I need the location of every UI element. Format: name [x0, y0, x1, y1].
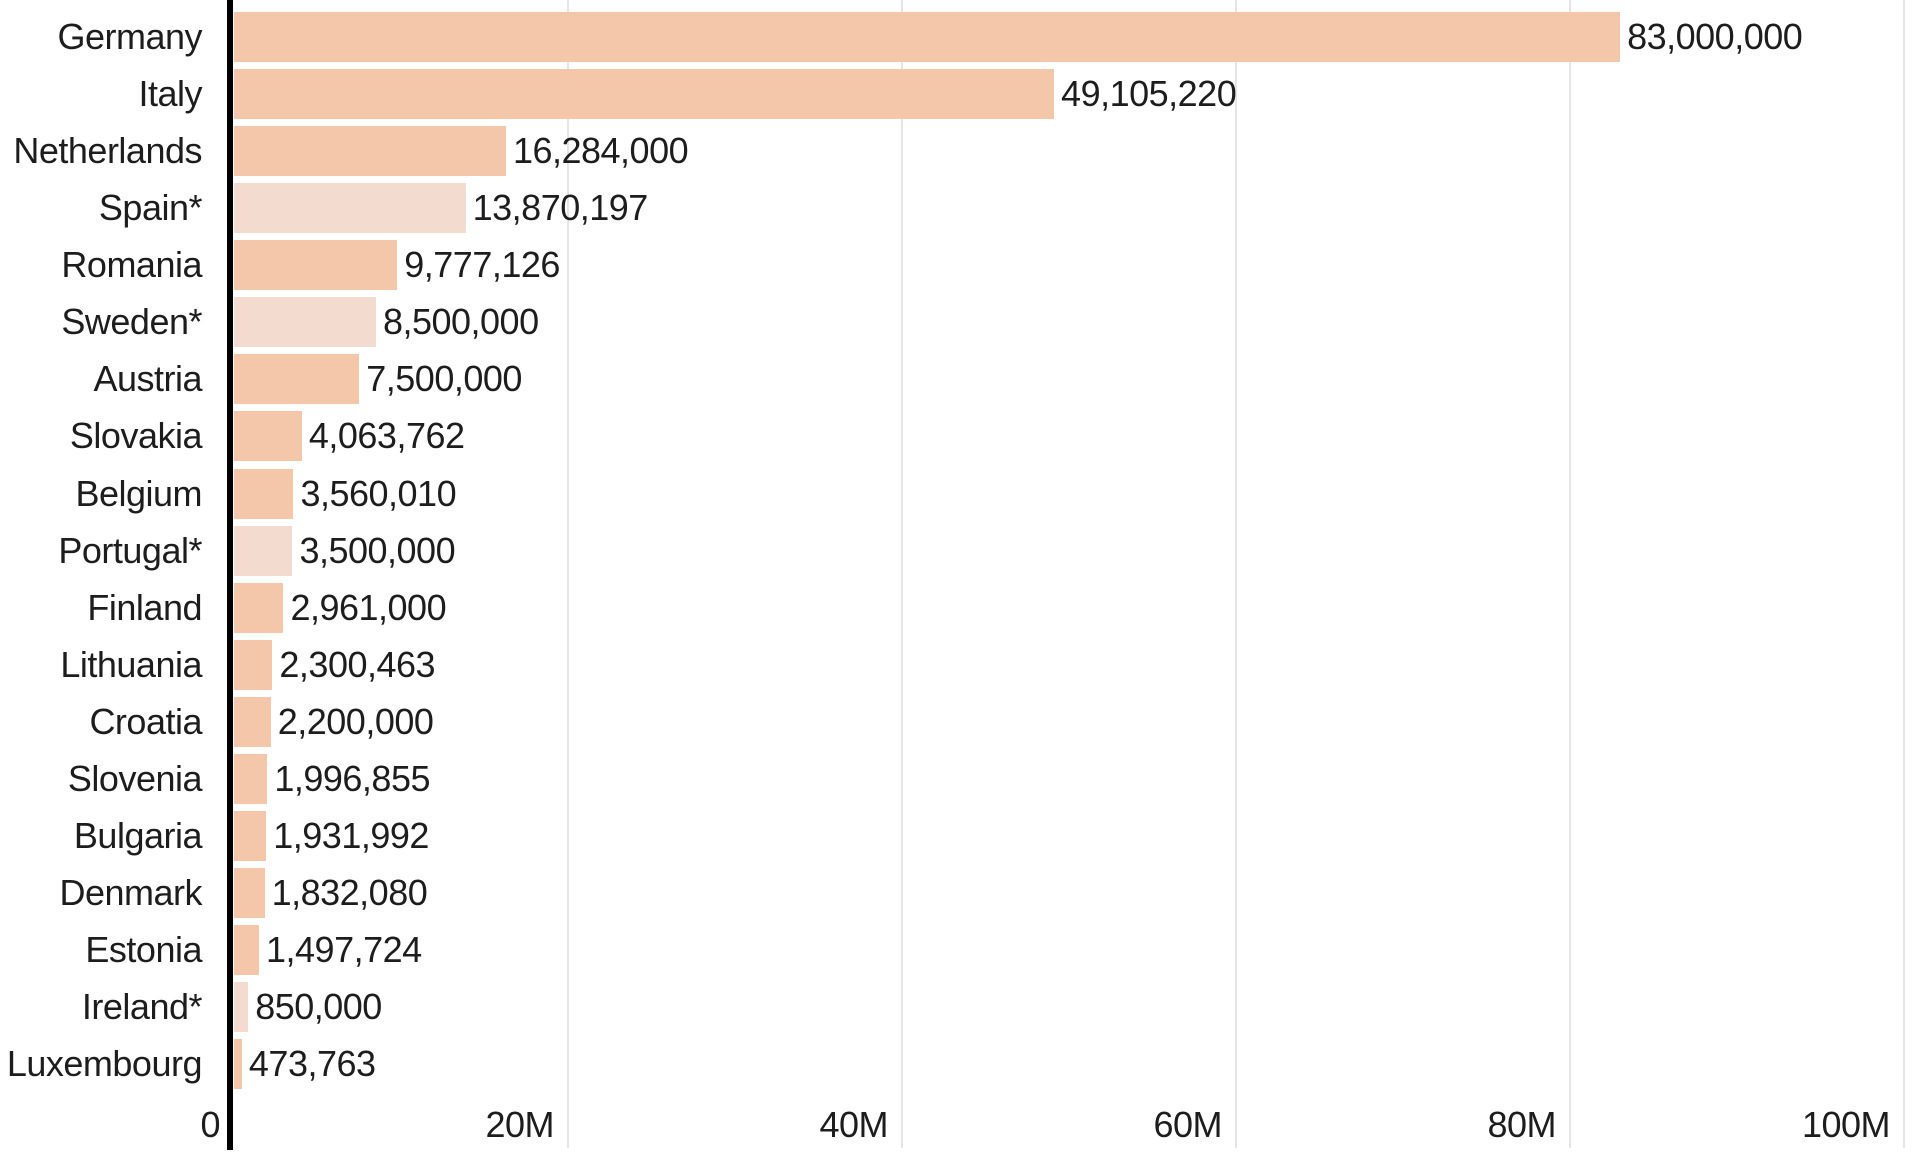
country-label: Portugal* — [58, 529, 202, 571]
value-label: 16,284,000 — [512, 130, 689, 172]
bar — [234, 696, 271, 747]
x-tick-label: 40M — [819, 1104, 888, 1145]
value-label: 2,200,000 — [277, 700, 434, 742]
bar — [234, 868, 265, 919]
value-label: 83,000,000 — [1627, 16, 1803, 57]
bar-row: Spain* 13,870,197 — [0, 183, 1920, 234]
bar-row: Lithuania 2,300,463 — [0, 639, 1920, 690]
gridline — [1569, 0, 1571, 1148]
bar — [234, 411, 302, 462]
value-label: 850,000 — [255, 986, 382, 1028]
gridline — [1903, 0, 1905, 1148]
value-label: 3,560,010 — [300, 472, 457, 514]
value-label: 7,500,000 — [366, 358, 522, 400]
country-label: Austria — [93, 358, 202, 400]
bar — [234, 126, 506, 177]
value-label: 49,105,220 — [1061, 73, 1237, 115]
bar — [234, 810, 267, 861]
bar-row: Germany 83,000,000 — [0, 12, 1920, 62]
bar — [234, 183, 466, 234]
country-label: Romania — [61, 244, 202, 286]
value-label: 3,500,000 — [299, 529, 456, 571]
value-label: 13,870,197 — [472, 187, 649, 229]
country-label: Netherlands — [13, 130, 202, 172]
bar-row: Sweden* 8,500,000 — [0, 297, 1920, 348]
country-label: Croatia — [89, 700, 202, 742]
bar-row: Netherlands 16,284,000 — [0, 126, 1920, 177]
country-label: Italy — [138, 73, 202, 115]
gridline — [901, 0, 903, 1148]
bar — [234, 468, 294, 519]
bar-row: Croatia 2,200,000 — [0, 696, 1920, 747]
bar-row: Slovakia 4,063,762 — [0, 411, 1920, 462]
bar — [234, 354, 360, 405]
bar — [234, 1039, 242, 1090]
bar — [234, 69, 1055, 120]
bar — [234, 297, 376, 348]
bar-row: Austria 7,500,000 — [0, 354, 1920, 405]
country-label: Belgium — [75, 472, 202, 514]
country-label: Slovenia — [67, 757, 203, 799]
x-tick-label: 60M — [1153, 1104, 1222, 1145]
country-label: Bulgaria — [73, 814, 203, 856]
country-label: Sweden* — [61, 301, 202, 343]
country-label: Luxembourg — [6, 1043, 203, 1085]
bar-row: Luxembourg 473,763 — [0, 1039, 1920, 1090]
bar — [234, 753, 268, 804]
country-label: Lithuania — [60, 643, 202, 685]
bar-row: Portugal* 3,500,000 — [0, 525, 1920, 576]
bar — [234, 982, 249, 1033]
value-label: 473,763 — [248, 1043, 376, 1085]
bar-row: Italy 49,105,220 — [0, 69, 1920, 120]
bar — [234, 240, 398, 291]
country-label: Ireland* — [81, 986, 203, 1028]
gridline — [1235, 0, 1237, 1148]
bar — [234, 925, 259, 976]
value-label: 8,500,000 — [382, 301, 539, 343]
country-label: Estonia — [85, 929, 202, 971]
bar-row: Finland 2,961,000 — [0, 582, 1920, 633]
country-label: Slovakia — [69, 415, 203, 457]
bar-row: Estonia 1,497,724 — [0, 925, 1920, 976]
value-label: 1,931,992 — [273, 814, 429, 856]
bar-row: Denmark 1,832,080 — [0, 868, 1920, 919]
country-label: Germany — [57, 16, 202, 57]
value-label: 1,996,855 — [274, 757, 430, 799]
country-label: Finland — [87, 586, 202, 628]
value-label: 1,497,724 — [266, 929, 422, 971]
country-label: Denmark — [59, 872, 202, 914]
bar — [234, 525, 293, 576]
x-tick-label: 20M — [485, 1104, 554, 1145]
value-label: 1,832,080 — [271, 872, 428, 914]
bar-row: Bulgaria 1,931,992 — [0, 810, 1920, 861]
bar-row: Romania 9,777,126 — [0, 240, 1920, 291]
x-tick-label: 80M — [1487, 1104, 1556, 1145]
bar — [234, 12, 1621, 62]
bar-row: Slovenia 1,996,855 — [0, 753, 1920, 804]
value-label: 2,961,000 — [290, 586, 447, 628]
country-label: Spain* — [98, 187, 203, 229]
gridline — [567, 0, 569, 1148]
x-tick-label: 0 — [200, 1104, 220, 1145]
bar-row: Belgium 3,560,010 — [0, 468, 1920, 519]
value-label: 2,300,463 — [279, 643, 436, 685]
bar-row: Ireland* 850,000 — [0, 982, 1920, 1033]
value-label: 9,777,126 — [404, 244, 560, 286]
x-axis-zero-line — [227, 0, 233, 1150]
value-label: 4,063,762 — [308, 415, 465, 457]
bar — [234, 639, 273, 690]
bar — [234, 582, 284, 633]
x-tick-label: 100M — [1801, 1104, 1891, 1145]
